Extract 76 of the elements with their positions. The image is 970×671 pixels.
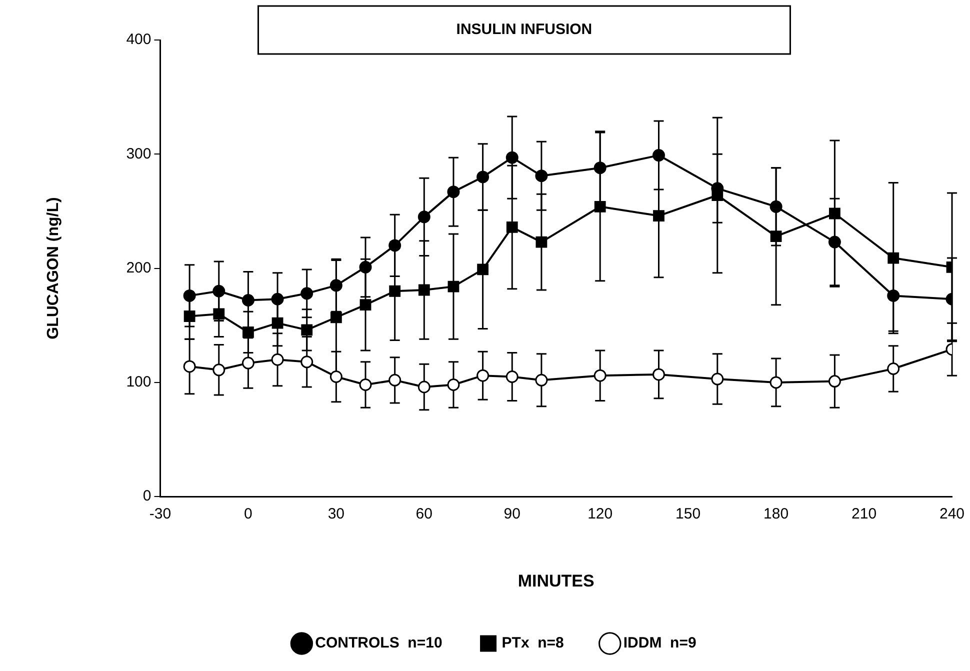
point xyxy=(535,374,548,386)
point xyxy=(887,289,900,302)
point xyxy=(653,210,664,222)
x-tick-label: 240 xyxy=(939,506,965,523)
point xyxy=(213,308,225,320)
point xyxy=(536,236,548,248)
point xyxy=(447,186,460,198)
point xyxy=(418,210,430,224)
y-axis-title: GLUCAGON (ng/L) xyxy=(45,197,62,340)
x-axis-title: MINUTES xyxy=(518,571,594,590)
point xyxy=(388,239,402,252)
point xyxy=(594,369,606,382)
point xyxy=(330,370,342,383)
point xyxy=(506,151,518,164)
point xyxy=(829,208,840,220)
point xyxy=(242,294,254,307)
y-tick-label: 200 xyxy=(126,259,152,276)
point xyxy=(535,170,548,182)
point xyxy=(242,326,254,338)
point xyxy=(389,285,401,297)
point xyxy=(828,236,841,248)
y-tick-label: 300 xyxy=(126,145,152,162)
point xyxy=(448,280,460,292)
point xyxy=(359,378,372,391)
y-tick-label: 0 xyxy=(142,488,152,505)
point xyxy=(476,170,490,184)
point xyxy=(711,372,724,386)
point xyxy=(828,375,841,388)
x-tick-label: 180 xyxy=(764,506,789,523)
legend-label: CONTROLS n=10 xyxy=(315,634,442,652)
point xyxy=(184,310,196,322)
point xyxy=(242,356,254,370)
x-tick-label: 60 xyxy=(416,506,432,523)
point xyxy=(652,368,665,381)
x-tick-label: 210 xyxy=(852,506,877,523)
point xyxy=(212,364,226,376)
point xyxy=(272,317,284,329)
point xyxy=(770,230,782,242)
point xyxy=(447,378,460,391)
point xyxy=(300,356,314,368)
x-tick-label: 90 xyxy=(504,506,520,523)
point xyxy=(359,260,372,274)
point xyxy=(418,380,430,394)
chart-title: INSULIN INFUSION xyxy=(456,21,592,38)
point xyxy=(183,360,196,373)
point xyxy=(594,162,606,174)
point xyxy=(360,299,372,311)
point xyxy=(300,287,314,300)
point xyxy=(330,279,342,292)
legend-label: IDDM n=9 xyxy=(623,634,696,652)
point xyxy=(212,284,226,298)
point xyxy=(271,353,284,366)
x-tick-label: 0 xyxy=(244,506,252,523)
point xyxy=(330,312,342,324)
point xyxy=(770,200,782,213)
point xyxy=(183,289,196,302)
point xyxy=(887,362,900,375)
x-tick-label: 30 xyxy=(328,506,345,523)
y-tick-label: 100 xyxy=(126,374,152,391)
legend-label: PTx n=8 xyxy=(502,634,564,652)
y-tick-label: 400 xyxy=(126,31,152,48)
point xyxy=(506,370,518,383)
point xyxy=(770,376,782,389)
point xyxy=(594,200,606,212)
point xyxy=(506,222,518,233)
point xyxy=(652,149,665,162)
x-tick-label: 120 xyxy=(588,506,613,523)
point xyxy=(888,252,900,264)
point xyxy=(301,324,313,336)
point xyxy=(477,264,488,276)
point xyxy=(271,292,284,306)
x-tick-label: 150 xyxy=(676,506,701,523)
point xyxy=(476,369,490,382)
point xyxy=(388,374,402,386)
x-tick-label: -30 xyxy=(149,506,172,523)
point xyxy=(418,284,430,296)
